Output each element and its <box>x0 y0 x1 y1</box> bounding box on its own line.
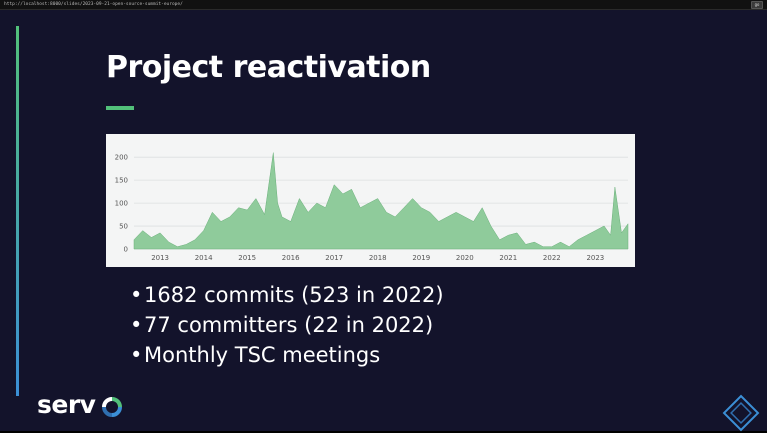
x-tick-label: 2016 <box>282 254 300 262</box>
bullet-text: Monthly TSC meetings <box>144 343 381 367</box>
y-tick-label: 200 <box>115 154 128 162</box>
servo-logo-text: serv <box>37 390 96 419</box>
x-tick-label: 2022 <box>543 254 561 262</box>
accent-bar <box>16 26 19 396</box>
x-tick-label: 2018 <box>369 254 387 262</box>
y-tick-label: 50 <box>119 223 128 231</box>
title-underline <box>106 106 134 110</box>
y-tick-label: 100 <box>115 200 128 208</box>
bullet-text: 77 committers (22 in 2022) <box>144 313 434 337</box>
x-tick-label: 2015 <box>238 254 256 262</box>
bullet-list: •1682 commits (523 in 2022) •77 committe… <box>130 280 444 370</box>
slide-title: Project reactivation <box>106 50 431 85</box>
commit-activity-chart: 0 50 100 150 200 2013 2014 2015 2016 2017 2018 201… <box>106 134 635 267</box>
x-tick-label: 2023 <box>586 254 604 262</box>
go-button[interactable]: go <box>751 1 763 9</box>
bullet-item: •Monthly TSC meetings <box>130 343 381 367</box>
diamond-decoration-icon <box>722 394 760 432</box>
x-tick-label: 2021 <box>499 254 517 262</box>
x-tick-label: 2019 <box>412 254 430 262</box>
y-tick-labels: 0 50 100 150 200 <box>115 154 128 254</box>
bullet-item: •1682 commits (523 in 2022) <box>130 283 444 307</box>
x-tick-labels: 2013 2014 2015 2016 2017 2018 2019 2020 2021 2022… <box>151 254 604 262</box>
slide: Project reactivation 0 50 100 150 200 2013 20… <box>0 10 767 432</box>
x-tick-label: 2020 <box>456 254 474 262</box>
servo-logo-icon <box>102 397 122 417</box>
x-tick-label: 2014 <box>195 254 213 262</box>
bullet-text: 1682 commits (523 in 2022) <box>144 283 444 307</box>
y-tick-label: 150 <box>115 177 128 185</box>
bullet-item: •77 committers (22 in 2022) <box>130 313 434 337</box>
commit-area <box>133 152 629 250</box>
x-tick-label: 2013 <box>151 254 169 262</box>
url-text[interactable]: http://localhost:8000/slides/2023-09-21-… <box>4 2 183 7</box>
y-tick-label: 0 <box>124 246 128 254</box>
browser-address-bar[interactable]: http://localhost:8000/slides/2023-09-21-… <box>0 0 767 10</box>
x-tick-label: 2017 <box>325 254 343 262</box>
